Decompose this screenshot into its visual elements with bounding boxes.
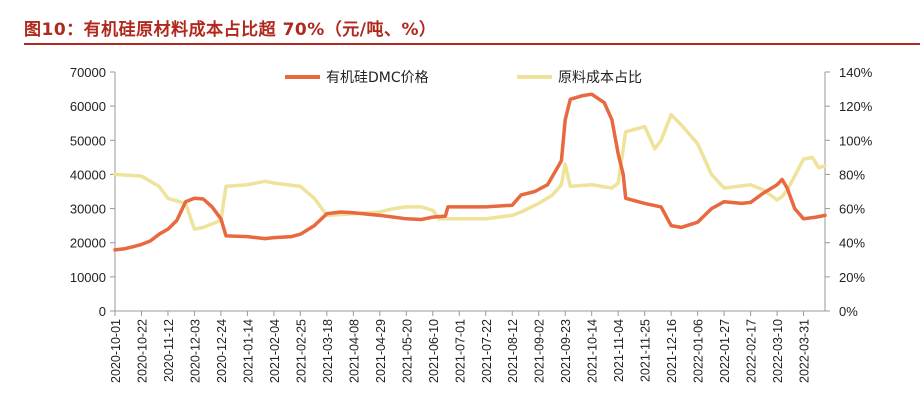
x-tick-label: 2021-01-14 bbox=[241, 319, 255, 383]
right-tick-label: 100% bbox=[839, 133, 873, 148]
left-tick-label: 40000 bbox=[70, 167, 106, 182]
x-tick-label: 2021-12-16 bbox=[665, 319, 679, 383]
x-tick-label: 2022-02-17 bbox=[745, 319, 759, 383]
x-tick-label: 2021-04-08 bbox=[347, 319, 361, 383]
legend-label-dmc-price: 有机硅DMC价格 bbox=[326, 70, 429, 86]
x-tick-label: 2021-08-12 bbox=[506, 319, 520, 383]
x-tick-label: 2020-11-12 bbox=[162, 319, 176, 382]
left-tick-label: 60000 bbox=[70, 99, 106, 114]
x-tick-label: 2022-03-31 bbox=[798, 319, 812, 383]
right-tick-label: 0% bbox=[839, 304, 858, 319]
legend-label-material-cost-share: 原料成本占比 bbox=[558, 70, 642, 86]
x-tick-label: 2021-11-04 bbox=[612, 319, 626, 382]
chart-header: 图10：有机硅原材料成本占比超 70%（元/吨、%） bbox=[0, 0, 920, 45]
chart-title: 图10：有机硅原材料成本占比超 70%（元/吨、%） bbox=[24, 20, 437, 40]
x-tick-label: 2020-10-22 bbox=[135, 319, 149, 383]
right-tick-label: 140% bbox=[839, 65, 873, 80]
x-tick-label: 2021-04-29 bbox=[374, 319, 388, 383]
right-tick-label: 120% bbox=[839, 99, 873, 114]
right-tick-label: 60% bbox=[839, 202, 865, 217]
series-line-material-cost-share bbox=[113, 112, 827, 231]
x-tick-label: 2020-12-03 bbox=[188, 319, 202, 383]
left-tick-label: 50000 bbox=[70, 133, 106, 148]
x-tick-label: 2020-12-24 bbox=[215, 319, 229, 383]
right-tick-label: 80% bbox=[839, 167, 865, 182]
x-tick-label: 2021-09-23 bbox=[559, 319, 573, 383]
x-tick-label: 2022-01-27 bbox=[718, 319, 732, 383]
x-tick-label: 2021-03-18 bbox=[321, 319, 335, 383]
left-tick-label: 30000 bbox=[70, 202, 106, 217]
x-tick-label: 2022-03-10 bbox=[771, 319, 785, 383]
left-tick-label: 20000 bbox=[70, 236, 106, 251]
right-tick-label: 20% bbox=[839, 270, 865, 285]
x-tick-label: 2021-05-20 bbox=[400, 319, 414, 383]
x-tick-label: 2022-01-06 bbox=[692, 319, 706, 383]
x-tick-label: 2021-07-01 bbox=[453, 319, 467, 383]
left-tick-label: 0 bbox=[99, 304, 106, 319]
x-tick-label: 2021-07-22 bbox=[480, 319, 494, 383]
right-tick-label: 40% bbox=[839, 236, 865, 251]
x-tick-label: 2021-09-02 bbox=[533, 319, 547, 383]
left-tick-label: 70000 bbox=[70, 65, 106, 80]
left-tick-label: 10000 bbox=[70, 270, 106, 285]
x-tick-label: 2021-02-04 bbox=[268, 319, 282, 383]
legend: 有机硅DMC价格 原料成本占比 bbox=[285, 70, 642, 86]
title-rule bbox=[24, 43, 920, 45]
series-line-dmc-price bbox=[113, 92, 827, 252]
x-tick-label: 2021-02-25 bbox=[294, 319, 308, 383]
x-tick-label: 2020-10-01 bbox=[109, 319, 123, 383]
x-tick-label: 2021-10-14 bbox=[586, 319, 600, 383]
x-tick-label: 2021-06-10 bbox=[427, 319, 441, 383]
x-tick-label: 2021-11-25 bbox=[639, 319, 653, 382]
